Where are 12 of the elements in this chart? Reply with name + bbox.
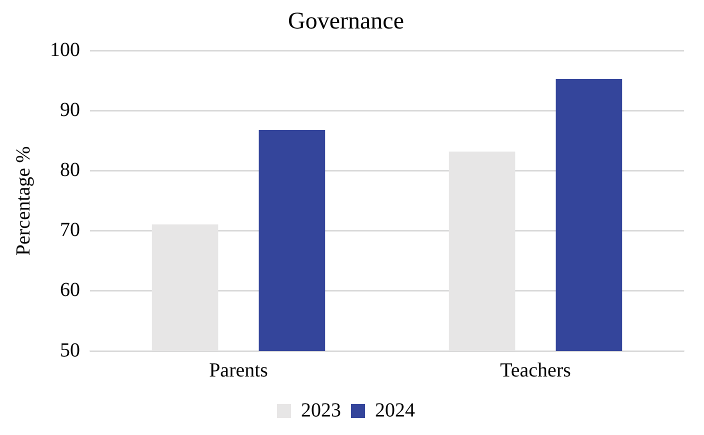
- chart-title: Governance: [288, 8, 404, 35]
- y-tick-label: 50: [60, 339, 80, 362]
- y-tick-label: 60: [60, 279, 80, 302]
- y-tick-label: 100: [50, 39, 80, 62]
- y-tick-label: 80: [60, 159, 80, 182]
- legend-label: 2023: [301, 399, 341, 422]
- y-tick-label: 70: [60, 219, 80, 242]
- x-tick-label: Parents: [209, 359, 268, 382]
- legend-label: 2024: [375, 399, 415, 422]
- y-axis-title: Percentage %: [12, 146, 34, 256]
- y-tick-label: 90: [60, 99, 80, 122]
- x-tick-label: Teachers: [500, 359, 572, 382]
